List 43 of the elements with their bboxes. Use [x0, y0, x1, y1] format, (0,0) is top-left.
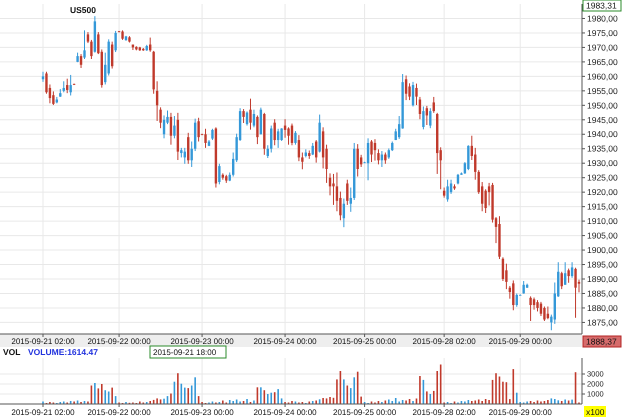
y-tick-label: 1930,00 — [587, 158, 618, 168]
x-tick-label: 2015-09-24 00:00 — [253, 337, 318, 346]
x-tick-label: 2015-09-25 00:00 — [333, 408, 397, 417]
y-tick-label: 1975,00 — [587, 28, 618, 38]
text: 1888,37 — [586, 336, 617, 346]
y-tick-label: 1950,00 — [587, 100, 618, 110]
x-tick-label: 2015-09-21 02:00 — [11, 337, 76, 346]
x-tick-label: 2015-09-29 00:00 — [488, 337, 552, 346]
y-tick-label: 1900,00 — [587, 245, 618, 256]
x-tick-label: 2015-09-28 02:00 — [412, 337, 476, 346]
x-tick-label: 2015-09-25 00:00 — [333, 337, 397, 346]
x-tick-label: 2015-09-28 02:00 — [412, 408, 476, 417]
y-tick-label: 1970,00 — [587, 42, 618, 52]
chart-title: VOL — [3, 347, 20, 357]
chart-subtitle: VOLUME:1614.47 — [28, 347, 98, 357]
y-tick-label: 1925,00 — [587, 172, 618, 183]
y-tick-label: 1940,00 — [587, 129, 618, 140]
y-tick-label: 1885,00 — [587, 288, 618, 298]
chart-title: US500 — [70, 5, 96, 15]
y-tick-label: 1915,00 — [587, 202, 618, 212]
y-tick-label: 1910,00 — [587, 216, 618, 226]
x-tick-label: 2015-09-23 00:00 — [170, 337, 234, 346]
y-tick-label: 1960,00 — [587, 71, 618, 82]
y-tick-label: 1895,00 — [587, 260, 618, 270]
x-tick-label: 2015-09-22 00:00 — [87, 408, 152, 417]
x-tick-label: 2015-09-29 00:00 — [488, 408, 552, 417]
y-tick-label: 1880,00 — [587, 302, 618, 313]
y-axis-title: x100 — [586, 407, 605, 417]
x-tick-label: 2015-09-21 02:00 — [11, 408, 76, 417]
y-tick-label: 1945,00 — [587, 114, 618, 125]
y-tick-label: 1980,00 — [587, 13, 618, 24]
y-tick-label: 1965,00 — [587, 56, 618, 67]
y-tick-label: 1875,00 — [587, 317, 618, 328]
y-tick-label: 1905,00 — [587, 230, 618, 241]
y-tick-label: 1935,00 — [587, 144, 618, 154]
y-tick-label: 1890,00 — [587, 274, 618, 284]
x-tick-label: 2015-09-22 00:00 — [87, 337, 152, 346]
y-tick-label: 1955,00 — [587, 86, 618, 96]
text: 1983,31 — [586, 0, 617, 10]
x-tick-label: 2015-09-24 00:00 — [253, 408, 318, 417]
y-tick-label: 1920,00 — [587, 187, 618, 198]
text: 2015-09-21 18:00 — [153, 348, 217, 357]
x-tick-label: 2015-09-23 00:00 — [170, 408, 234, 417]
